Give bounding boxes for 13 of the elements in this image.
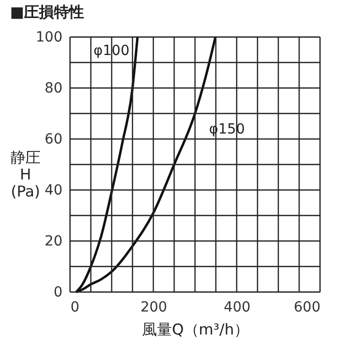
x-tick-label: 600 bbox=[294, 300, 320, 316]
y-tick-label: 0 bbox=[54, 284, 62, 300]
x-axis-title: 風量Q（m³/h） bbox=[142, 320, 249, 338]
y-tick-label: 80 bbox=[44, 80, 62, 96]
y-axis-title: 静圧 H (Pa) bbox=[10, 148, 40, 200]
y-tick-label: 100 bbox=[36, 30, 62, 46]
y-tick-label: 60 bbox=[44, 132, 62, 148]
x-tick-label: 400 bbox=[224, 300, 251, 316]
x-tick-label: 200 bbox=[140, 300, 168, 316]
y-tick-label: 40 bbox=[44, 182, 62, 198]
x-tick-label: 0 bbox=[70, 300, 80, 316]
chart-title: ■圧損特性 bbox=[10, 3, 84, 21]
y-tick-label: 20 bbox=[44, 234, 62, 250]
